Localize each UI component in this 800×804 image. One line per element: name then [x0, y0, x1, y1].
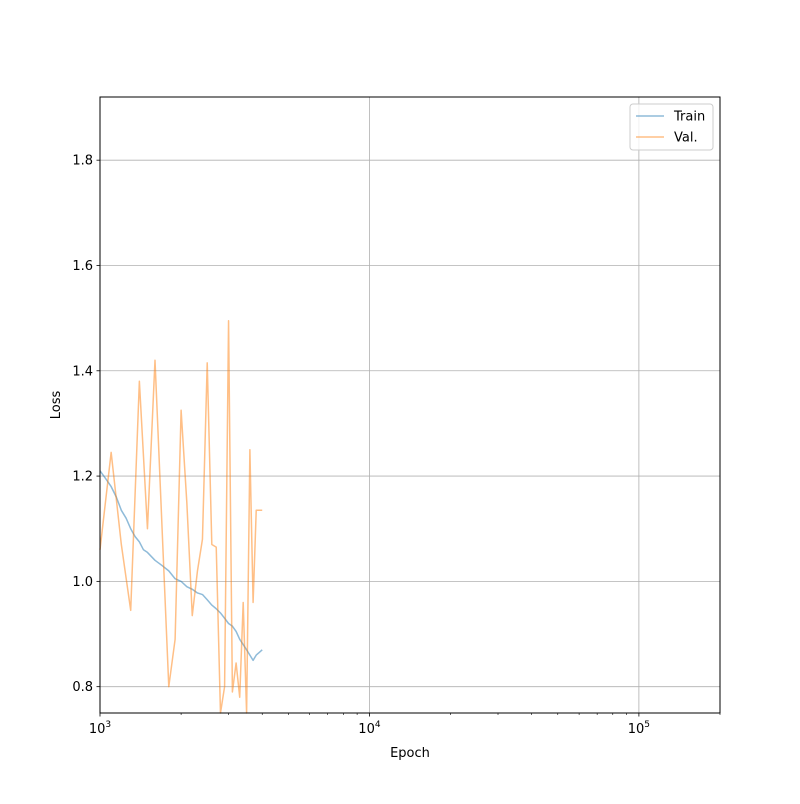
y-tick-label: 1.2 [72, 470, 93, 485]
x-tick-label: 104 [358, 720, 381, 737]
axis-ticks: 0.8 1.0 1.2 1.4 1.6 1.8 103 104 105 [72, 154, 721, 737]
x-axis-title: Epoch [390, 746, 430, 761]
plot-frame [99, 96, 721, 714]
legend-label: Val. [674, 131, 698, 146]
x-tick-label: 105 [628, 720, 650, 737]
y-tick-label: 1.6 [72, 259, 93, 274]
x-tick-label: 103 [89, 720, 111, 737]
y-tick-label: 0.8 [72, 680, 93, 695]
legend: Train Val. [629, 103, 714, 151]
y-axis-title: Loss [49, 391, 64, 420]
y-tick-label: 1.0 [72, 575, 93, 590]
y-tick-label: 1.4 [72, 364, 93, 379]
y-tick-label: 1.8 [72, 154, 93, 169]
legend-label: Train [673, 110, 705, 125]
